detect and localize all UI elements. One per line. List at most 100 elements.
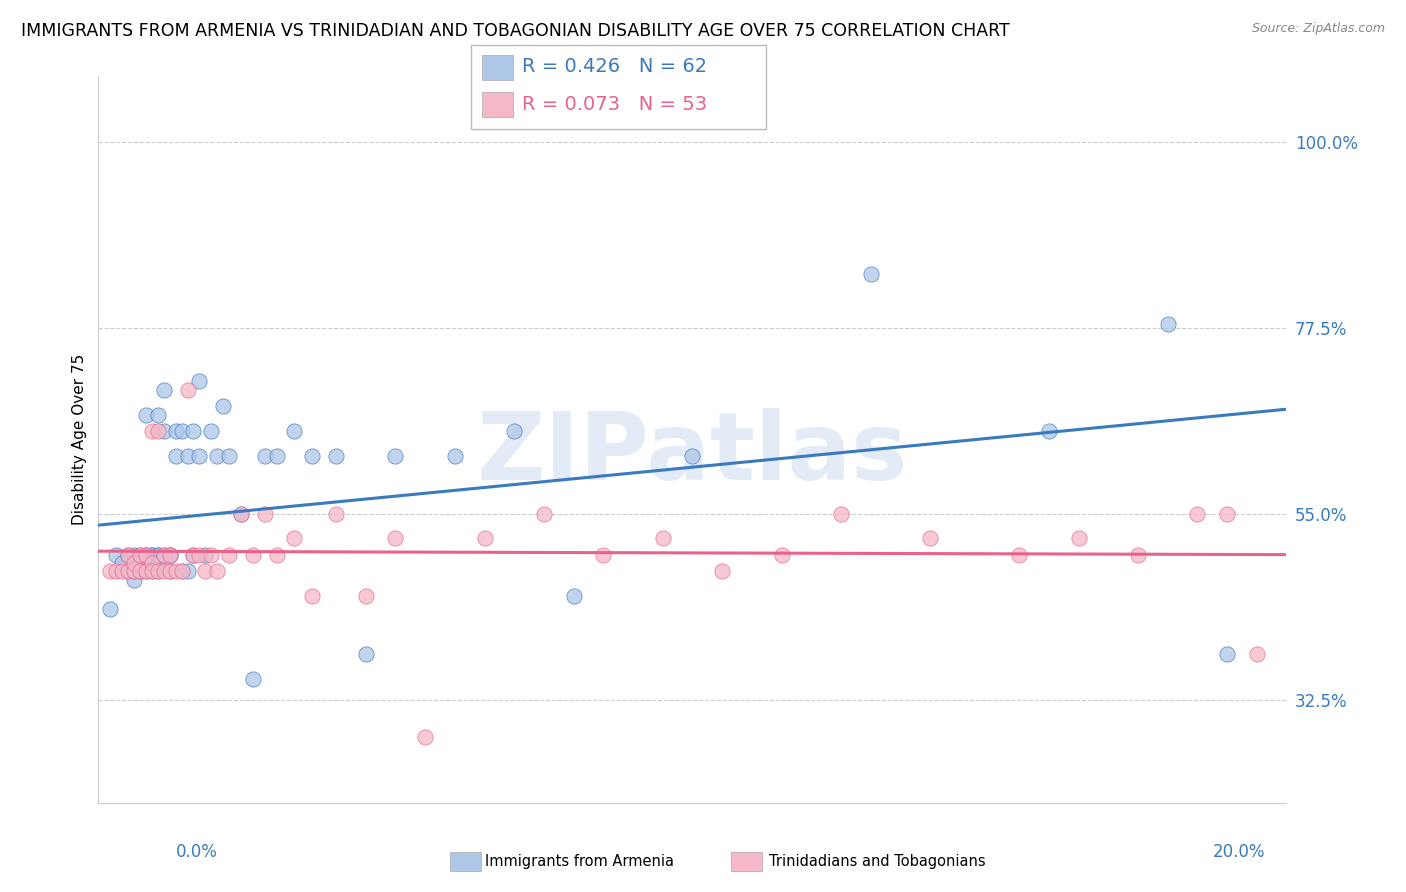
Text: IMMIGRANTS FROM ARMENIA VS TRINIDADIAN AND TOBAGONIAN DISABILITY AGE OVER 75 COR: IMMIGRANTS FROM ARMENIA VS TRINIDADIAN A… <box>21 22 1010 40</box>
Point <box>200 548 222 562</box>
Point <box>183 548 205 562</box>
Point <box>830 507 852 521</box>
Point <box>859 267 882 281</box>
Point <box>770 548 793 562</box>
Point <box>129 565 152 579</box>
Point <box>205 449 228 463</box>
Point <box>117 565 139 579</box>
Point <box>443 449 465 463</box>
Point <box>205 565 228 579</box>
Point <box>146 424 169 438</box>
Text: R = 0.073   N = 53: R = 0.073 N = 53 <box>522 95 707 114</box>
Text: R = 0.426   N = 62: R = 0.426 N = 62 <box>522 57 707 77</box>
Point <box>141 556 163 570</box>
Point <box>283 424 305 438</box>
Point <box>413 730 436 744</box>
Point <box>1126 548 1149 562</box>
Text: ZIPatlas: ZIPatlas <box>477 408 908 500</box>
Point <box>111 556 134 570</box>
Point <box>1187 507 1209 521</box>
Point <box>122 565 145 579</box>
Point <box>135 408 157 422</box>
Point <box>266 449 288 463</box>
Point <box>146 565 169 579</box>
Text: Trinidadians and Tobagonians: Trinidadians and Tobagonians <box>769 855 986 869</box>
Point <box>122 573 145 587</box>
Point <box>1156 317 1178 331</box>
Point <box>129 565 152 579</box>
Point <box>152 548 174 562</box>
Point <box>253 449 276 463</box>
Point <box>152 424 174 438</box>
Point <box>183 548 205 562</box>
Point <box>129 548 152 562</box>
Point <box>117 548 139 562</box>
Point <box>176 565 198 579</box>
Point <box>159 565 181 579</box>
Point <box>98 565 121 579</box>
Text: 20.0%: 20.0% <box>1213 843 1265 861</box>
Point <box>651 532 673 546</box>
Point <box>592 548 614 562</box>
Point <box>141 565 163 579</box>
Point <box>384 532 406 546</box>
Point <box>117 548 139 562</box>
Point <box>159 548 181 562</box>
Point <box>194 565 217 579</box>
Point <box>229 507 252 521</box>
Point <box>711 565 734 579</box>
Point <box>253 507 276 521</box>
Point <box>1038 424 1060 438</box>
Point <box>229 507 252 521</box>
Point <box>146 565 169 579</box>
Point <box>354 589 377 603</box>
Point <box>1246 647 1268 661</box>
Point <box>301 449 323 463</box>
Point <box>266 548 288 562</box>
Point <box>1067 532 1090 546</box>
Point <box>141 424 163 438</box>
Point <box>474 532 496 546</box>
Point <box>503 424 526 438</box>
Text: 0.0%: 0.0% <box>176 843 218 861</box>
Point <box>135 565 157 579</box>
Point <box>283 532 305 546</box>
Point <box>1216 647 1239 661</box>
Point <box>354 647 377 661</box>
Point <box>111 565 134 579</box>
Point <box>165 424 187 438</box>
Point <box>218 449 240 463</box>
Point <box>152 565 174 579</box>
Point <box>159 548 181 562</box>
Point <box>242 548 264 562</box>
Point <box>681 449 703 463</box>
Point <box>562 589 585 603</box>
Y-axis label: Disability Age Over 75: Disability Age Over 75 <box>72 354 87 524</box>
Point <box>152 548 174 562</box>
Point <box>384 449 406 463</box>
Point <box>325 449 347 463</box>
Point <box>141 548 163 562</box>
Point <box>183 424 205 438</box>
Text: Immigrants from Armenia: Immigrants from Armenia <box>485 855 673 869</box>
Point <box>146 548 169 562</box>
Point <box>218 548 240 562</box>
Point <box>141 556 163 570</box>
Point <box>176 383 198 397</box>
Point <box>152 383 174 397</box>
Point <box>301 589 323 603</box>
Point <box>122 548 145 562</box>
Point <box>105 548 128 562</box>
Point <box>135 548 157 562</box>
Point <box>200 424 222 438</box>
Point <box>135 548 157 562</box>
Point <box>98 601 121 615</box>
Point <box>325 507 347 521</box>
Point <box>170 424 193 438</box>
Point <box>165 449 187 463</box>
Point <box>159 548 181 562</box>
Point <box>165 565 187 579</box>
Point <box>1216 507 1239 521</box>
Point <box>146 408 169 422</box>
Point <box>176 449 198 463</box>
